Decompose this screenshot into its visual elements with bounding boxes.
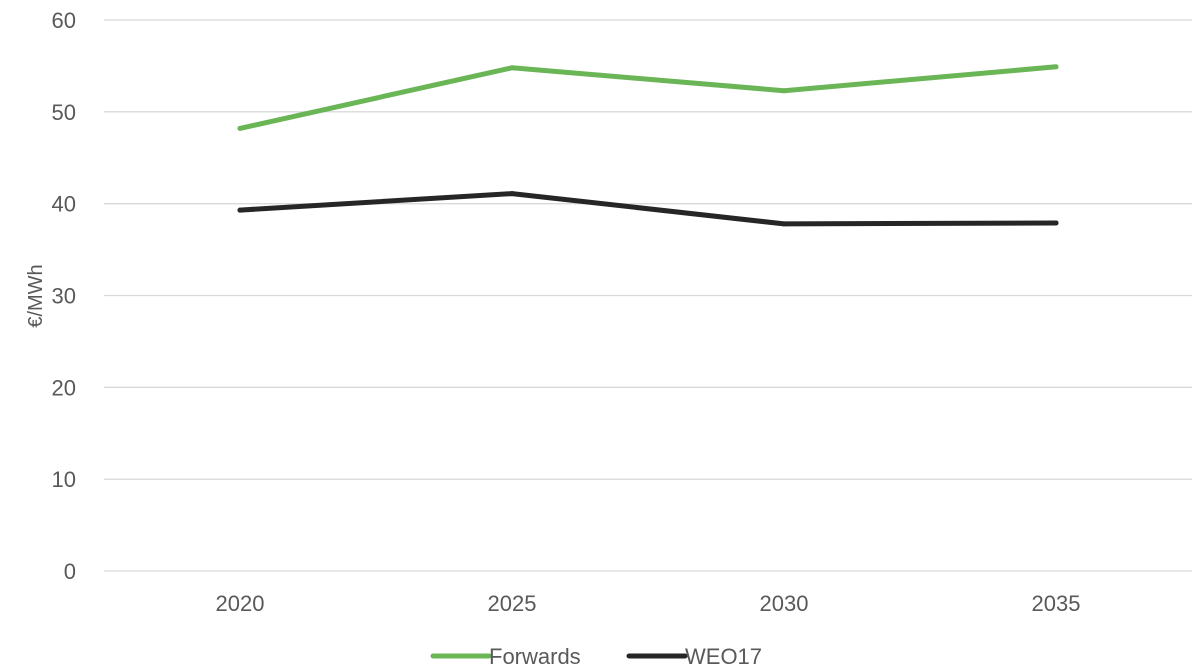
data-point-forwards	[1053, 64, 1059, 70]
x-tick-label: 2030	[760, 591, 809, 616]
y-tick-label: 20	[52, 375, 76, 400]
x-tick-label: 2020	[216, 591, 265, 616]
y-tick-label: 40	[52, 192, 76, 217]
data-point-forwards	[781, 88, 787, 94]
legend-label-weo17: WEO17	[685, 644, 762, 668]
legend-label-forwards: Forwards	[489, 644, 581, 668]
y-tick-label: 0	[64, 559, 76, 584]
data-point-forwards	[509, 65, 515, 71]
y-tick-label: 50	[52, 100, 76, 125]
series-lines	[237, 64, 1059, 227]
y-axis-title: €/MWh	[25, 264, 47, 327]
data-point-weo17	[509, 191, 515, 197]
x-tick-label: 2035	[1032, 591, 1081, 616]
data-point-weo17	[1053, 220, 1059, 226]
y-tick-label: 10	[52, 467, 76, 492]
x-axis-tick-labels: 2020 2025 2030 2035	[216, 591, 1081, 616]
y-axis-tick-labels: 0 10 20 30 40 50 60	[52, 8, 76, 584]
y-tick-label: 30	[52, 284, 76, 309]
series-line-forwards	[237, 64, 1059, 131]
legend: Forwards WEO17	[430, 644, 762, 668]
gridlines	[104, 19, 1192, 572]
data-point-forwards	[237, 125, 243, 131]
x-tick-label: 2025	[488, 591, 537, 616]
data-point-weo17	[781, 221, 787, 227]
y-tick-label: 60	[52, 8, 76, 33]
series-line-weo17	[237, 191, 1059, 227]
data-point-weo17	[237, 207, 243, 213]
